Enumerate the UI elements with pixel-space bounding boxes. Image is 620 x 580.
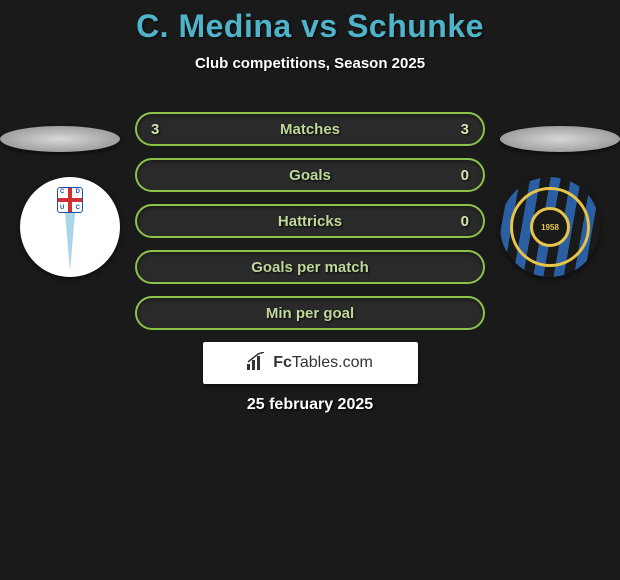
stat-right-value: 0 bbox=[461, 167, 469, 184]
stats-list: 3 Matches 3 Goals 0 Hattricks 0 Goals pe… bbox=[135, 112, 485, 330]
subtitle: Club competitions, Season 2025 bbox=[0, 55, 620, 72]
stat-label: Goals per match bbox=[251, 259, 369, 276]
stat-row-hattricks: Hattricks 0 bbox=[135, 204, 485, 238]
badge-crest: C D U C bbox=[57, 187, 83, 213]
brand-text: FcTables.com bbox=[273, 354, 373, 372]
stat-row-goals: Goals 0 bbox=[135, 158, 485, 192]
brand-prefix: Fc bbox=[273, 354, 292, 371]
stat-row-min-per-goal: Min per goal bbox=[135, 296, 485, 330]
player-plate-left bbox=[0, 126, 120, 152]
comparison-card: C. Medina vs Schunke Club competitions, … bbox=[0, 0, 620, 414]
brand-suffix: Tables.com bbox=[292, 354, 373, 371]
stat-right-value: 0 bbox=[461, 213, 469, 230]
stat-label: Goals bbox=[289, 167, 331, 184]
stat-left-value: 3 bbox=[151, 121, 159, 138]
page-title: C. Medina vs Schunke bbox=[0, 8, 620, 45]
club-badge-right: 1958 bbox=[500, 177, 600, 277]
stat-right-value: 3 bbox=[461, 121, 469, 138]
brand-box: FcTables.com bbox=[203, 342, 418, 384]
stat-row-goals-per-match: Goals per match bbox=[135, 250, 485, 284]
stat-label: Min per goal bbox=[266, 305, 354, 322]
club-badge-left: C D U C bbox=[20, 177, 120, 277]
player-plate-right bbox=[500, 126, 620, 152]
stat-row-matches: 3 Matches 3 bbox=[135, 112, 485, 146]
badge-center: 1958 bbox=[530, 207, 570, 247]
chart-icon bbox=[247, 352, 267, 375]
date-text: 25 february 2025 bbox=[0, 396, 620, 414]
badge-shape bbox=[65, 213, 75, 271]
stat-label: Matches bbox=[280, 121, 340, 138]
stat-label: Hattricks bbox=[278, 213, 342, 230]
